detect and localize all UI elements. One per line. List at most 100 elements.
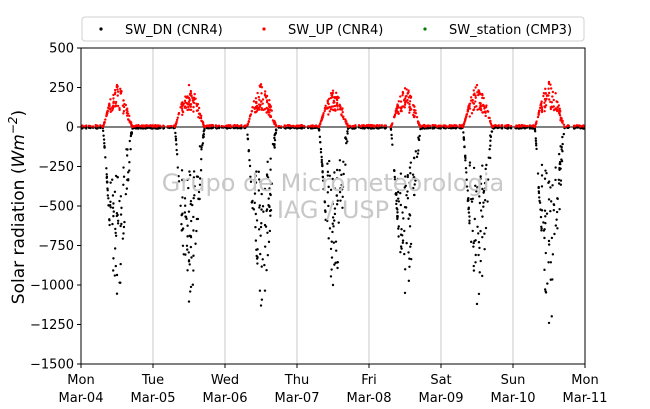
point-sw-up: [486, 109, 489, 113]
point-sw-dn: [416, 152, 420, 155]
point-sw-dn: [496, 126, 499, 130]
point-sw-up: [544, 92, 547, 95]
point-sw-dn: [321, 164, 324, 168]
point-sw-up: [401, 90, 405, 94]
point-sw-up: [113, 88, 117, 92]
point-sw-dn: [186, 248, 189, 251]
point-sw-dn: [188, 234, 191, 237]
point-sw-up: [393, 115, 396, 119]
point-sw-dn: [183, 204, 187, 207]
point-sw-dn: [482, 191, 485, 194]
point-sw-up: [507, 124, 510, 127]
point-sw-up: [323, 107, 327, 110]
point-sw-up: [320, 118, 324, 121]
point-sw-up: [397, 112, 400, 115]
point-sw-dn: [128, 161, 131, 164]
point-sw-up: [162, 124, 165, 127]
point-sw-up: [108, 102, 111, 105]
point-sw-dn: [265, 173, 269, 176]
point-sw-dn: [326, 170, 330, 174]
point-sw-dn: [407, 279, 411, 283]
point-sw-dn: [201, 142, 205, 145]
point-sw-up: [279, 125, 283, 128]
point-sw-dn: [414, 179, 417, 182]
point-sw-dn: [481, 187, 484, 191]
point-sw-dn: [540, 209, 544, 212]
point-sw-up: [217, 124, 221, 127]
point-sw-up: [121, 104, 125, 107]
point-sw-dn: [326, 219, 329, 223]
point-sw-up: [89, 124, 92, 128]
point-sw-up: [260, 100, 263, 103]
point-sw-dn: [411, 173, 415, 176]
point-sw-up: [478, 106, 482, 109]
point-sw-dn: [518, 127, 521, 130]
point-sw-up: [582, 124, 585, 128]
point-sw-up: [477, 89, 481, 93]
point-sw-up: [256, 91, 259, 95]
point-sw-dn: [265, 208, 269, 211]
point-sw-dn: [111, 206, 115, 209]
point-sw-dn: [474, 253, 477, 257]
point-sw-dn: [540, 229, 543, 232]
point-sw-dn: [121, 237, 125, 240]
point-sw-dn: [124, 192, 128, 196]
point-sw-dn: [181, 212, 184, 215]
point-sw-up: [268, 111, 271, 114]
point-sw-dn: [509, 127, 513, 130]
point-sw-up: [549, 105, 552, 109]
point-sw-dn: [186, 224, 189, 227]
point-sw-up: [461, 125, 464, 129]
point-sw-dn: [249, 180, 253, 183]
point-sw-dn: [122, 175, 126, 178]
point-sw-dn: [401, 241, 405, 244]
point-sw-dn: [108, 218, 111, 221]
point-sw-up: [181, 109, 184, 112]
y-tick-label: −1250: [30, 318, 74, 333]
point-sw-dn: [264, 225, 268, 228]
point-sw-up: [524, 124, 527, 128]
point-sw-dn: [333, 263, 336, 266]
point-sw-up: [509, 124, 513, 128]
point-sw-up: [401, 94, 404, 97]
point-sw-dn: [195, 217, 199, 221]
point-sw-dn: [408, 181, 411, 185]
point-sw-up: [322, 111, 325, 115]
point-sw-dn: [582, 127, 585, 130]
point-sw-dn: [179, 204, 182, 207]
point-sw-dn: [321, 175, 325, 179]
point-sw-dn: [417, 149, 420, 152]
point-sw-dn: [199, 169, 203, 172]
point-sw-dn: [406, 175, 409, 179]
point-sw-up: [122, 112, 125, 115]
point-sw-dn: [400, 247, 403, 250]
point-sw-dn: [547, 180, 551, 183]
point-sw-up: [129, 120, 132, 124]
point-sw-up: [367, 124, 370, 128]
point-sw-up: [254, 97, 258, 100]
point-sw-up: [146, 124, 149, 128]
point-sw-dn: [255, 257, 259, 260]
point-sw-up: [333, 108, 337, 111]
point-sw-dn: [547, 239, 551, 243]
point-sw-up: [192, 98, 195, 101]
point-sw-up: [268, 108, 271, 112]
point-sw-dn: [408, 265, 411, 268]
point-sw-dn: [122, 166, 125, 169]
y-axis-label-post: ): [9, 110, 29, 117]
point-sw-dn: [141, 127, 145, 130]
point-sw-up: [414, 109, 417, 112]
point-sw-dn: [246, 138, 250, 141]
point-sw-dn: [481, 235, 484, 239]
point-sw-dn: [115, 214, 119, 218]
point-sw-up: [192, 101, 195, 104]
x-tick-label-day: Thu: [284, 373, 309, 388]
point-sw-dn: [269, 214, 272, 217]
point-sw-dn: [463, 155, 467, 158]
point-sw-dn: [329, 188, 333, 192]
point-sw-dn: [544, 215, 547, 218]
point-sw-dn: [329, 275, 333, 278]
point-sw-dn: [346, 130, 349, 133]
point-sw-dn: [397, 227, 400, 230]
y-tick-label: −500: [38, 200, 74, 215]
